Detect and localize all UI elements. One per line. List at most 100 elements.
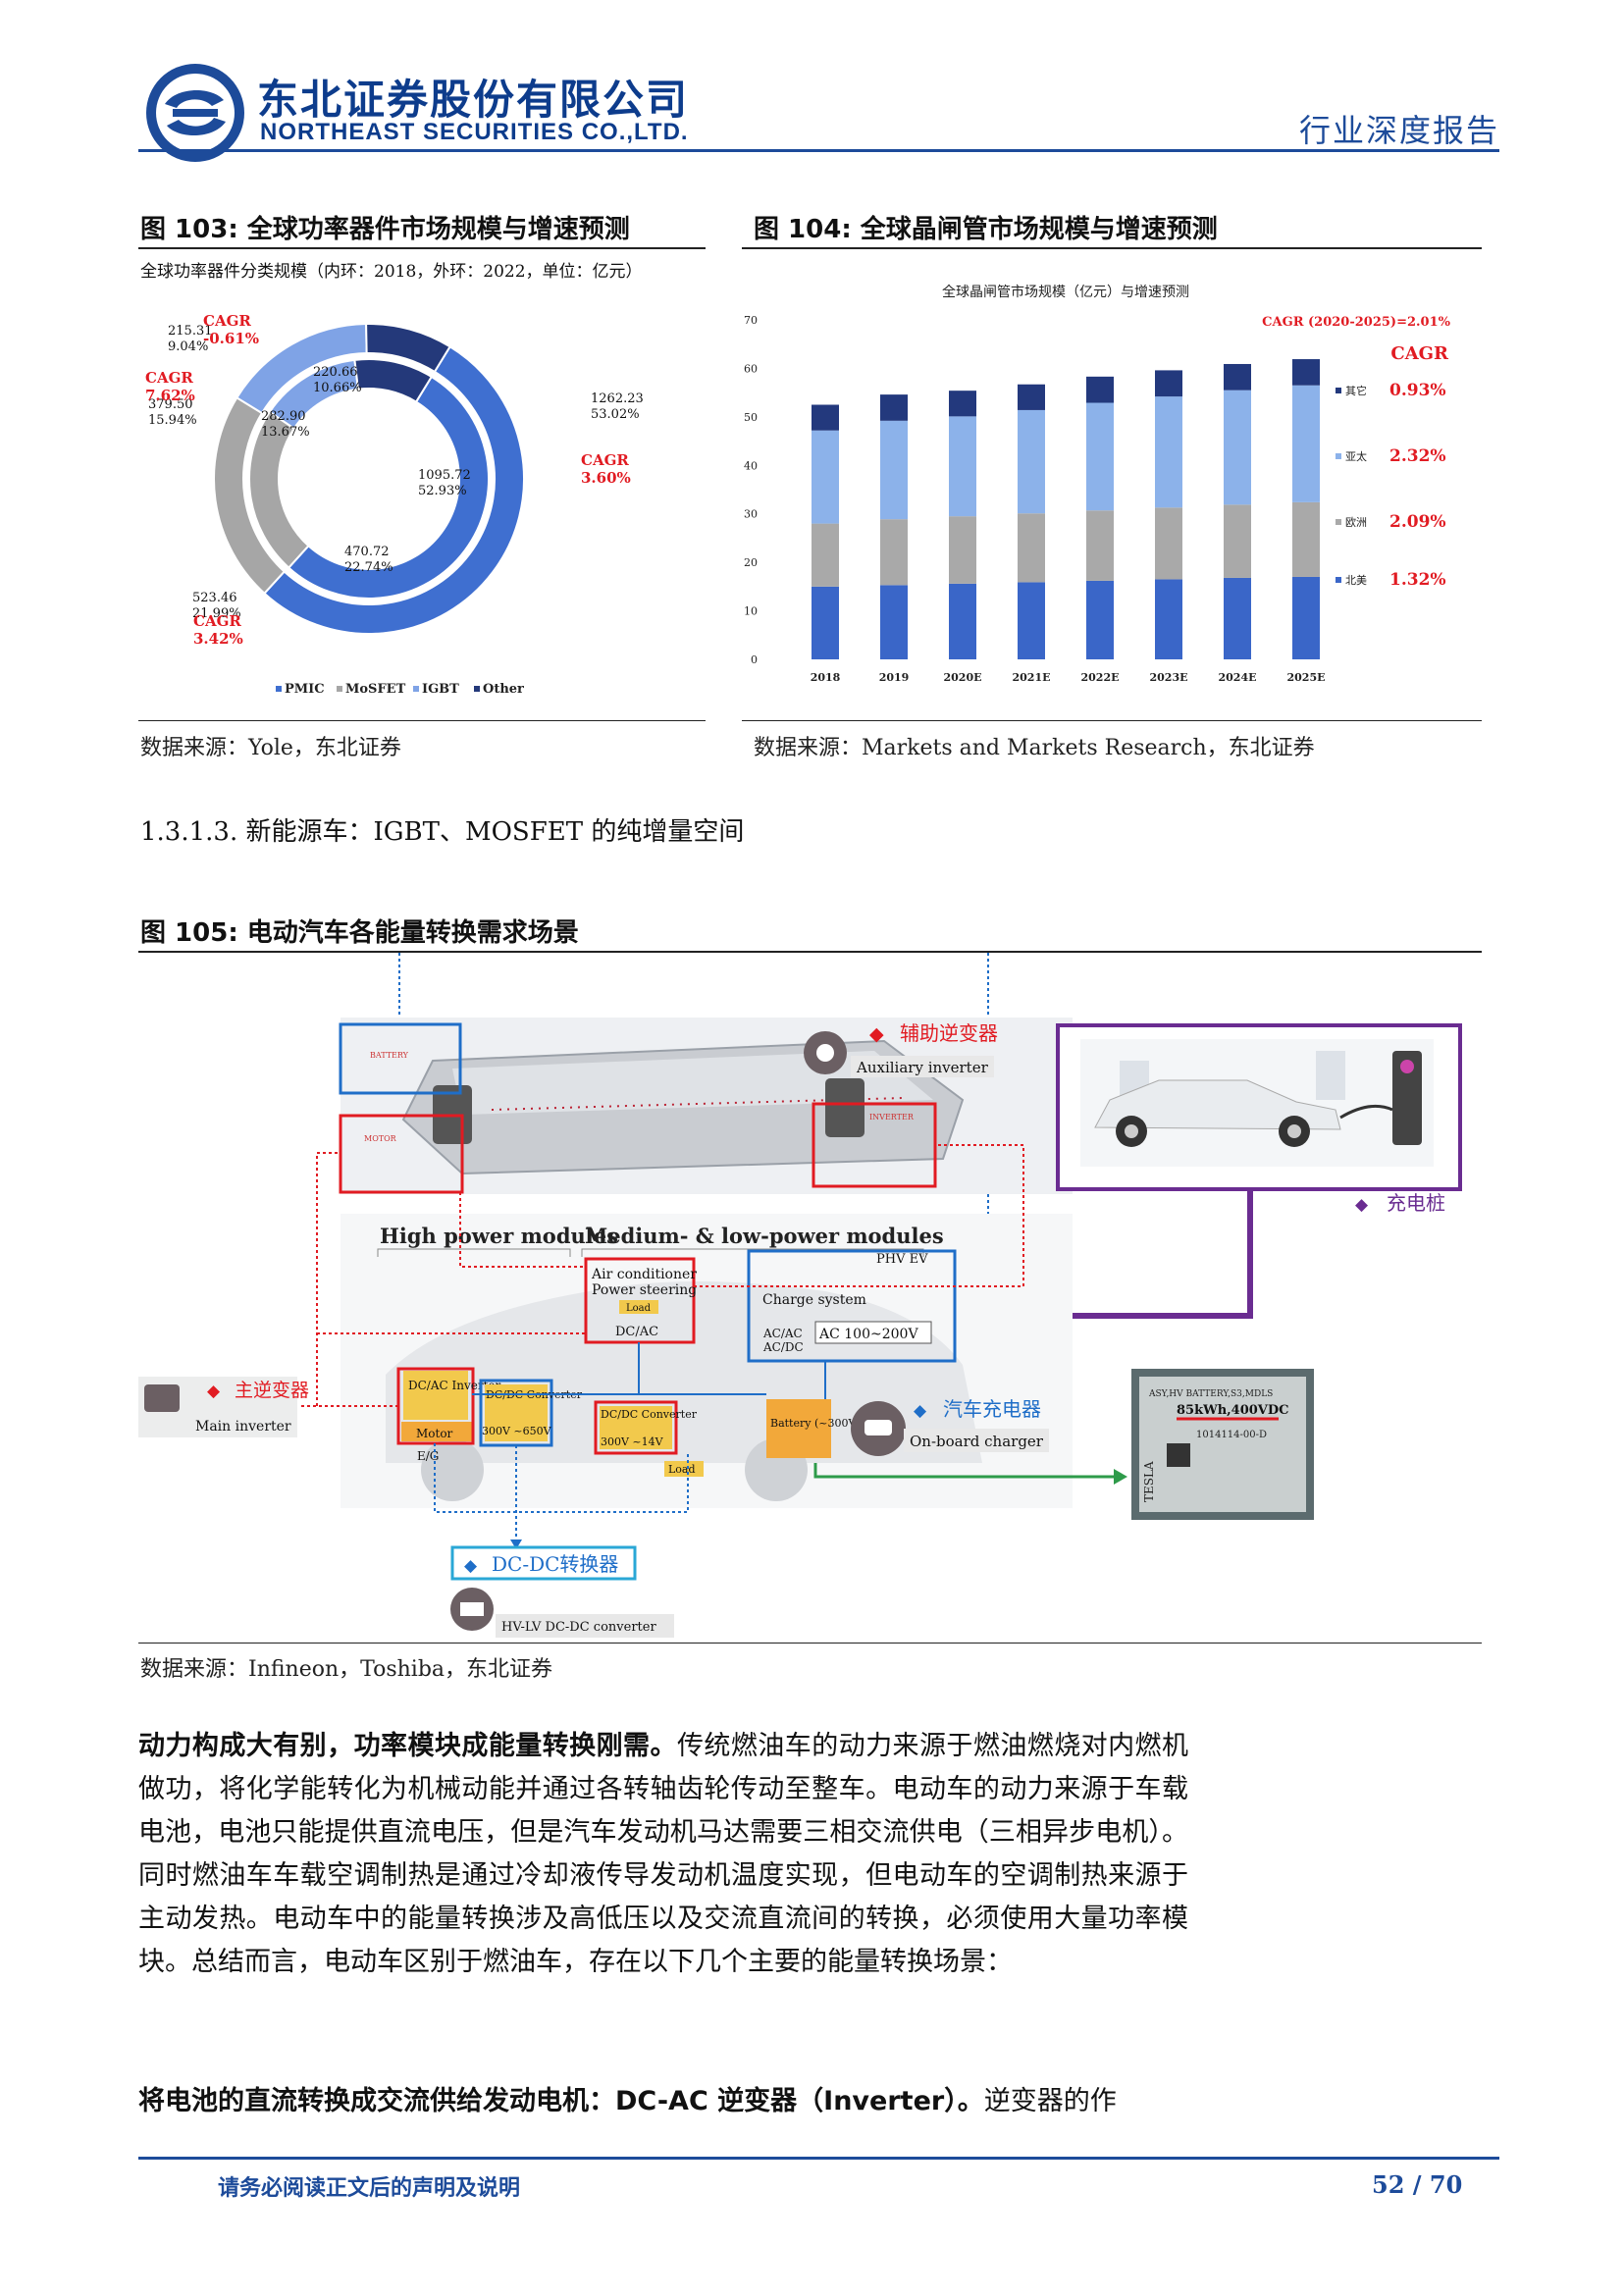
bar-segment [1155, 507, 1182, 580]
svg-text:◆: ◆ [464, 1556, 478, 1576]
donut-slice-inner-pmic [287, 375, 490, 600]
main-inverter-icon [144, 1384, 180, 1412]
svg-text:◆: ◆ [1355, 1195, 1369, 1215]
bar-y-tick-label: 20 [744, 556, 758, 569]
bar-x-tick-label: 2020E [944, 671, 982, 684]
bar-y-tick-label: 0 [751, 653, 758, 666]
figure-105-bottom-rule [138, 1643, 1482, 1644]
svg-text:PHV EV: PHV EV [876, 1252, 928, 1267]
bar-segment [1292, 359, 1320, 386]
svg-text:On-board charger: On-board charger [910, 1433, 1044, 1450]
battery-highlight-box [339, 1022, 462, 1095]
donut-cagr-annotation: CAGR 7.62% [145, 369, 195, 404]
svg-text:1014114-00-D: 1014114-00-D [1196, 1430, 1267, 1440]
svg-text:Motor: Motor [416, 1427, 453, 1440]
svg-text:MOTOR: MOTOR [364, 1134, 397, 1143]
bar-y-tick-label: 50 [744, 411, 758, 424]
figure-104-top-rule [742, 247, 1482, 249]
donut-inner-label: 1095.72 52.93% [418, 468, 471, 498]
report-type: 行业深度报告 [1298, 112, 1499, 149]
donut-chart: 1095.72 52.93% 470.72 22.74% 282.90 13.67%220… [145, 312, 644, 697]
svg-text:TESLA: TESLA [1142, 1461, 1156, 1502]
inverter-highlight-box [812, 1102, 937, 1188]
bar-segment [1224, 390, 1251, 505]
bar-legend-swatch [1336, 519, 1341, 525]
donut-legend: PMIC MoSFET IGBT Other [276, 682, 524, 697]
donut-legend-label: MoSFET [345, 682, 406, 697]
donut-cagr-annotation: CAGR -0.61% [203, 312, 259, 347]
svg-text:◆: ◆ [207, 1382, 221, 1401]
svg-text:AC/AC: AC/AC [762, 1327, 803, 1340]
donut-labels: 1095.72 52.93% 470.72 22.74% 282.90 13.67%220… [145, 312, 644, 648]
donut-legend-label: Other [483, 682, 524, 697]
donut-slice-outer-other [365, 323, 451, 374]
svg-text:DC-DC转换器: DC-DC转换器 [492, 1552, 618, 1576]
donut-inner-label: 282.90 13.67% [261, 409, 310, 440]
paragraph-1: 动力构成大有别，功率模块成能量转换刚需。传统燃油车的动力来源于燃油燃烧对内燃机做… [138, 1725, 1188, 1984]
svg-text:辅助逆变器: 辅助逆变器 [900, 1021, 998, 1045]
bar-chart-title: 全球晶闸管市场规模（亿元）与增速预测 [942, 284, 1189, 300]
svg-text:充电桩: 充电桩 [1387, 1191, 1445, 1215]
svg-text:AC/DC: AC/DC [762, 1340, 804, 1354]
donut-cagr-annotation: CAGR 3.42% [193, 612, 243, 648]
donut-legend-swatch [337, 686, 342, 692]
donut-outer-label: 379.50 15.94% [148, 397, 197, 428]
svg-text:HV-LV DC-DC converter: HV-LV DC-DC converter [501, 1620, 656, 1635]
dcdc-converter-label-box [450, 1545, 637, 1581]
figure-105-title: 图 105: 电动汽车各能量转换需求场景 [140, 918, 579, 948]
svg-text:Power steering: Power steering [592, 1282, 697, 1298]
page-number: 52 / 70 [1372, 2170, 1463, 2199]
svg-text:Main inverter: Main inverter [195, 1419, 291, 1435]
figure-105-source: 数据来源：Infineon，Toshiba，东北证券 [140, 1657, 553, 1682]
svg-text:Load: Load [668, 1463, 696, 1476]
donut-legend-swatch [474, 686, 480, 692]
bar-segment [812, 404, 839, 431]
bar-segment [949, 391, 976, 417]
donut-rings [213, 323, 525, 635]
svg-text:INVERTER: INVERTER [869, 1113, 915, 1122]
bar-segment [1018, 384, 1045, 410]
bar-segment [949, 416, 976, 517]
svg-text:BATTERY: BATTERY [370, 1051, 409, 1060]
bar-legend-cagr: 0.93% [1389, 381, 1446, 400]
bar-segment [1292, 576, 1320, 659]
svg-text:DC/AC: DC/AC [615, 1325, 658, 1339]
donut-inner-label: 470.72 22.74% [344, 545, 393, 575]
figure-105-top-rule [138, 951, 1482, 953]
bar-segment [1018, 513, 1045, 583]
header-rule [138, 149, 1499, 152]
bar-y-axis: 0 10 20 30 40 50 60 70 [744, 314, 758, 666]
bar-legend-label: 北美 [1345, 574, 1367, 587]
bar-y-tick-label: 60 [744, 362, 758, 375]
bar-marks [812, 359, 1320, 659]
svg-text:DC/AC Inverter: DC/AC Inverter [408, 1379, 501, 1392]
bar-y-tick-label: 10 [744, 605, 758, 618]
bar-segment [1155, 370, 1182, 397]
donut-legend-swatch [413, 686, 419, 692]
bar-legend: CAGR (2020-2025)=2.01% CAGR 其它 0.93% 亚太 2.32%… [1262, 315, 1450, 590]
svg-text:High power modules: High power modules [380, 1224, 618, 1248]
footer-rule [138, 2157, 1499, 2160]
svg-text:DC/DC Converter: DC/DC Converter [601, 1408, 698, 1421]
bar-segment [1224, 363, 1251, 391]
bar-x-tick-label: 2023E [1150, 671, 1188, 684]
paragraph-2-text: 逆变器的作 [983, 2086, 1117, 2116]
donut-outer-label: 215.31 9.04% [168, 324, 213, 354]
svg-text:Charge system: Charge system [762, 1292, 866, 1308]
bar-legend-label: 亚太 [1345, 450, 1367, 463]
figure-103-bottom-rule [138, 720, 706, 721]
battery-box [766, 1399, 831, 1458]
svg-text:300V ~650V: 300V ~650V [482, 1425, 552, 1437]
bar-cagr-total: CAGR (2020-2025)=2.01% [1262, 315, 1450, 330]
bar-segment [1155, 396, 1182, 508]
bar-segment [1086, 402, 1114, 511]
figure-104-bottom-rule [742, 720, 1482, 721]
figure-103-source: 数据来源：Yole，东北证券 [140, 736, 401, 760]
paragraph-1-text: 传统燃油车的动力来源于燃油燃烧对内燃机做功，将化学能转化为机械动能并通过各转轴齿… [138, 1731, 1189, 1977]
bar-y-tick-label: 70 [744, 314, 758, 327]
charge-system-box [747, 1249, 957, 1363]
bar-segment [880, 394, 908, 421]
donut-cagr-annotation: CAGR 3.60% [581, 451, 631, 487]
bar-segment [1224, 504, 1251, 578]
bar-legend-cagr: 2.09% [1389, 512, 1446, 532]
